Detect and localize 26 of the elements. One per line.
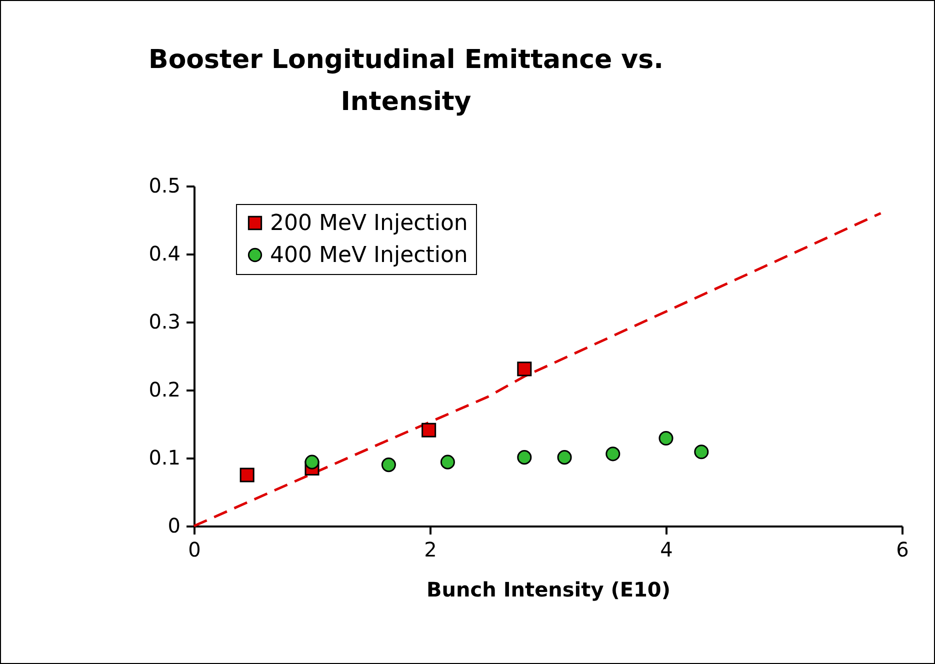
point — [557, 450, 572, 465]
x-axis-title: Bunch Intensity (E10) — [426, 578, 670, 602]
point — [440, 454, 455, 470]
y-tick-label: 0.4 — [148, 242, 180, 266]
y-tick-label: 0.5 — [148, 174, 180, 198]
y-tick-label: 0.2 — [148, 378, 180, 402]
point — [240, 468, 254, 482]
y-tick-label: 0.1 — [148, 446, 180, 470]
y-tick-label: 0 — [168, 514, 180, 538]
x-tick-label: 6 — [896, 538, 909, 562]
x-tick-label: 4 — [660, 538, 673, 562]
y-tick-label: 0.3 — [148, 310, 180, 334]
point — [381, 458, 396, 472]
point — [658, 431, 674, 446]
point — [694, 444, 709, 460]
point — [517, 450, 532, 465]
legend-label: 200 MeV Injection — [270, 211, 468, 236]
x-tick-label: 2 — [424, 538, 437, 562]
point — [517, 362, 532, 376]
legend-label: 400 MeV Injection — [270, 243, 468, 268]
chart-title: Booster Longitudinal Emittance vs. Intensity — [148, 44, 664, 119]
point — [304, 454, 320, 470]
point — [422, 422, 436, 438]
point — [606, 446, 620, 462]
x-tick-label: 0 — [188, 538, 201, 562]
line-series — [192, 212, 882, 528]
